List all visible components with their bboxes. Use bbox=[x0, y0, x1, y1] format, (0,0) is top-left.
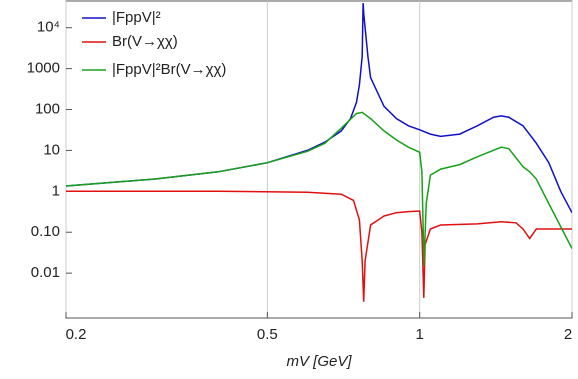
y-tick-label: 100 bbox=[35, 100, 60, 117]
series-line bbox=[66, 111, 572, 266]
x-axis-label: mV [GeV] bbox=[286, 353, 352, 370]
y-tick-label: 1000 bbox=[27, 60, 60, 77]
x-tick-label: 1 bbox=[416, 326, 424, 343]
y-tick-label: 0.01 bbox=[31, 264, 60, 281]
legend-label: |FppV|² bbox=[112, 9, 161, 26]
y-tick-label: 1 bbox=[52, 182, 60, 199]
plot-area bbox=[66, 3, 572, 302]
series-line bbox=[66, 190, 572, 302]
x-tick-label: 0.2 bbox=[66, 326, 87, 343]
series-line bbox=[66, 3, 572, 214]
legend-label: |FppV|²Br(V→χχ) bbox=[112, 61, 226, 78]
x-tick-label: 0.5 bbox=[257, 326, 278, 343]
y-tick-label: 0.10 bbox=[31, 223, 60, 240]
legend-label: Br(V→χχ) bbox=[112, 33, 178, 50]
y-tick-label: 10⁴ bbox=[37, 19, 60, 36]
y-tick-label: 10 bbox=[43, 141, 60, 158]
x-tick-label: 2 bbox=[564, 326, 572, 343]
